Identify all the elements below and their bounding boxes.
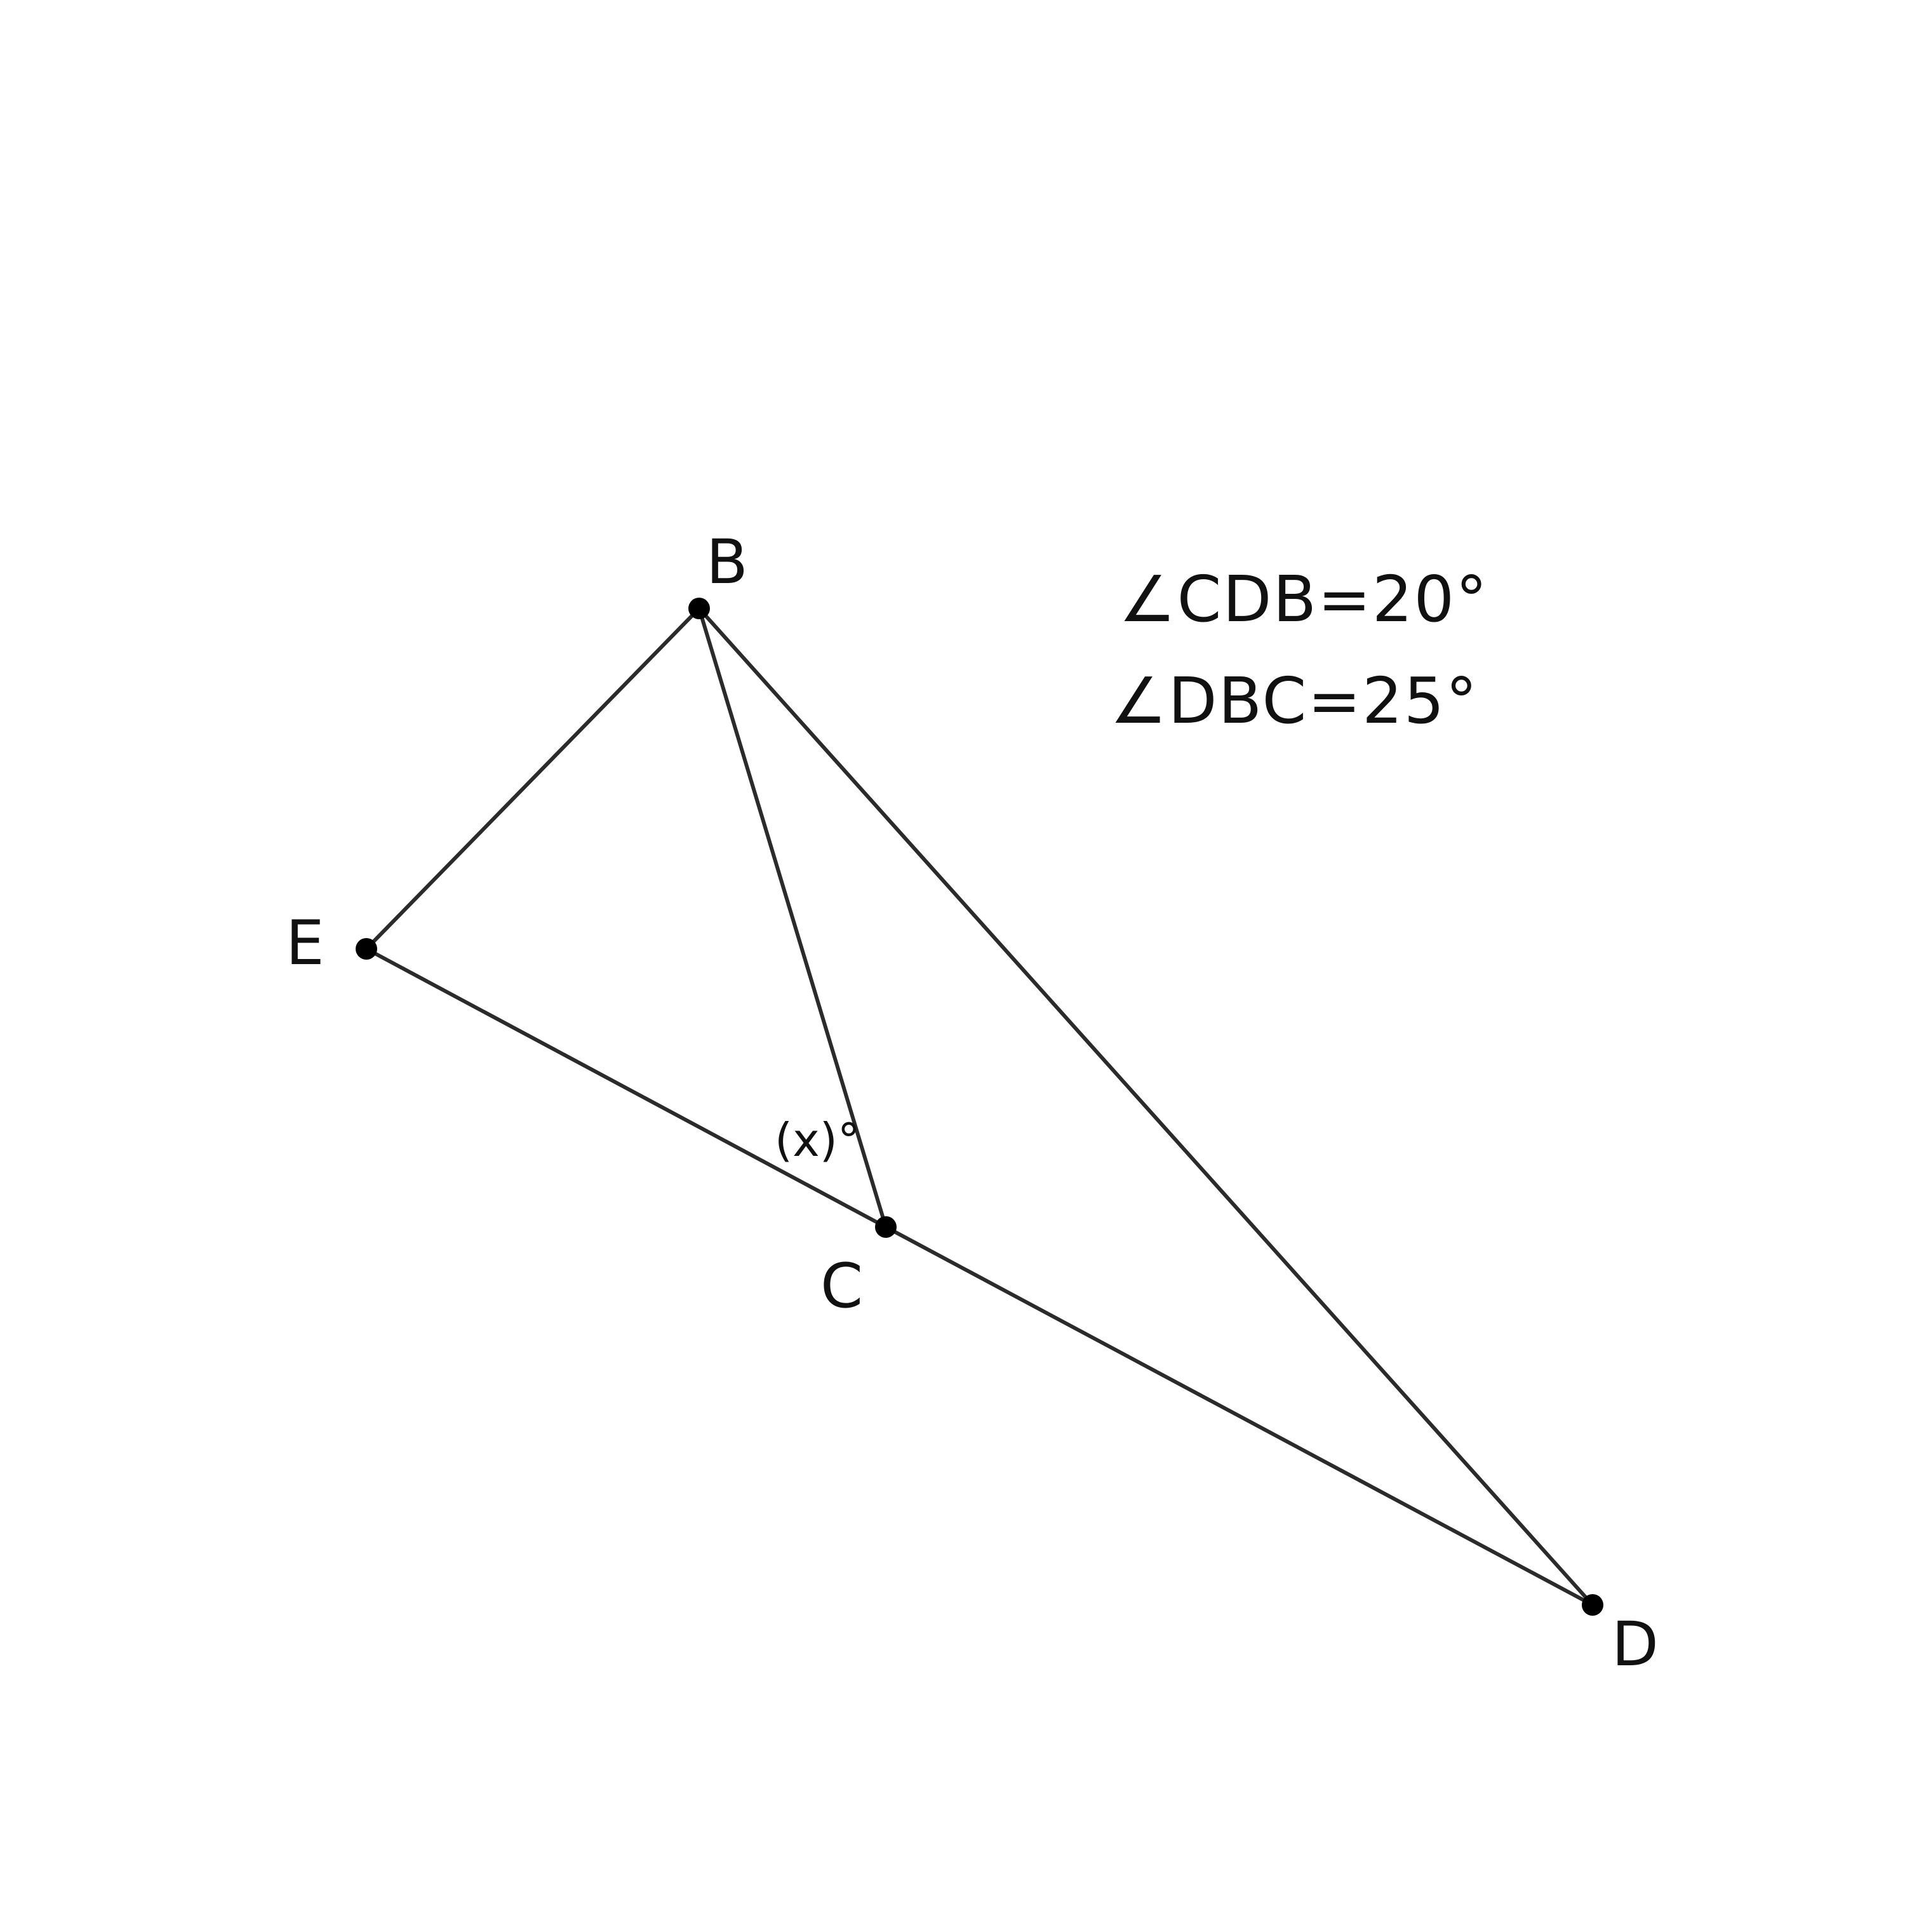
point-label-D: D (1612, 1609, 1659, 1680)
given-angle-CDB: ∠CDB=20° (1119, 562, 1488, 636)
point-label-E: E (286, 908, 324, 979)
point-B (688, 598, 710, 619)
given-angle-DBC: ∠DBC=25° (1110, 664, 1478, 738)
segment-EC (364, 947, 888, 1229)
points-group (356, 598, 1603, 1616)
segment-BE (364, 607, 701, 951)
angle-x-label: (x)° (775, 1113, 860, 1167)
segment-CD (884, 1225, 1594, 1607)
point-D (1582, 1594, 1603, 1616)
segment-BC (697, 607, 888, 1229)
point-label-C: C (820, 1251, 863, 1322)
segments-group (364, 607, 1594, 1607)
point-E (356, 938, 377, 960)
point-C (875, 1216, 897, 1238)
point-label-B: B (706, 527, 748, 598)
segment-BD (697, 607, 1594, 1607)
